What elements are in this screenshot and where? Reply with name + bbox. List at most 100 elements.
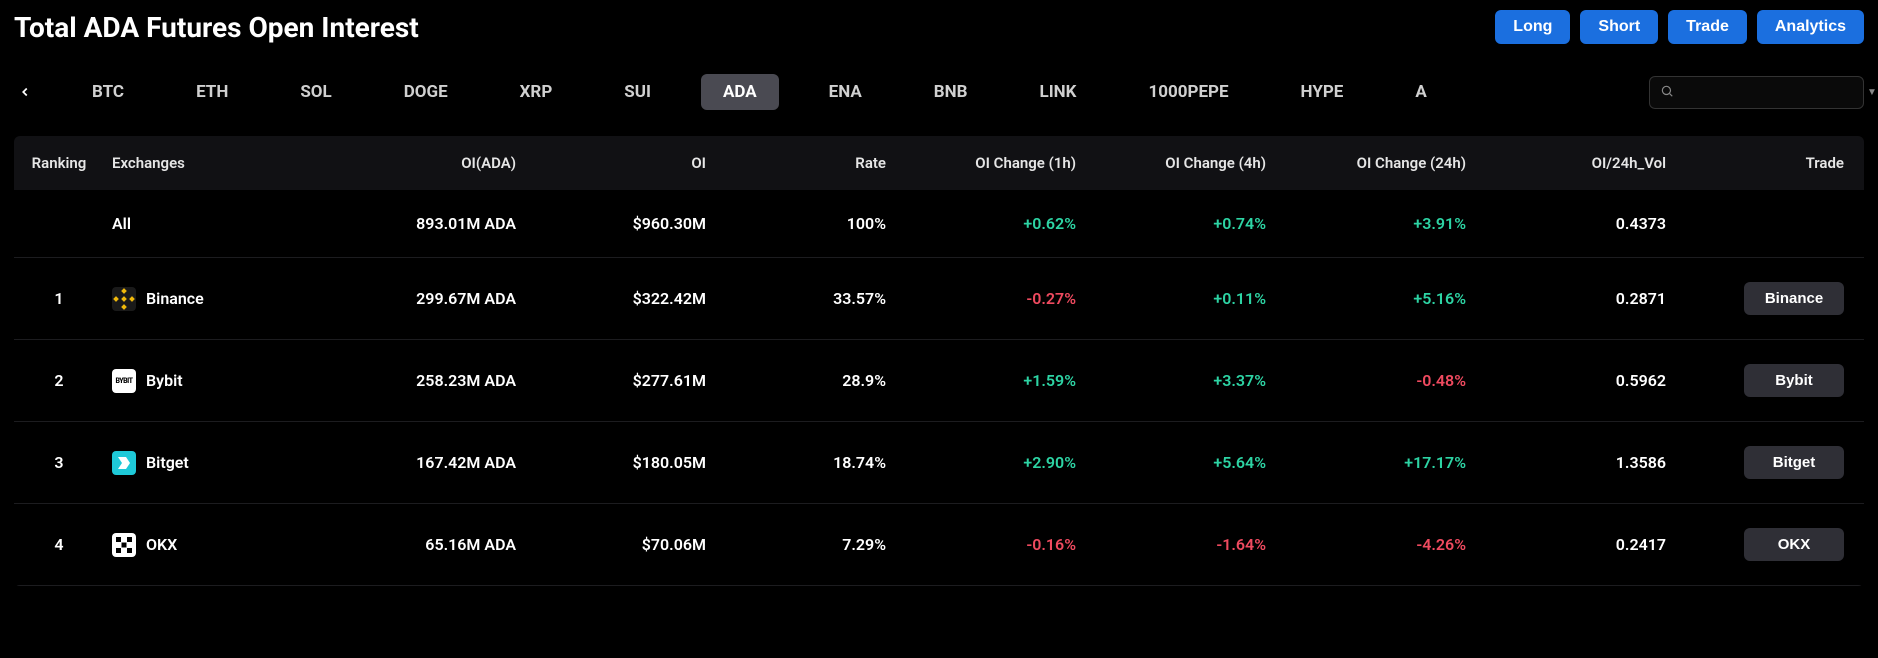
cell-oi-ada: 299.67M ADA	[294, 289, 524, 308]
cell-oi: $277.61M	[524, 371, 714, 390]
table: Ranking Exchanges OI(ADA) OI Rate OI Cha…	[14, 136, 1864, 586]
cell-oi-change-4h: +3.37%	[1084, 371, 1274, 390]
tab-ena[interactable]: ENA	[807, 74, 884, 110]
cell-oi-change-24h: +17.17%	[1274, 453, 1474, 472]
col-header-ranking[interactable]: Ranking	[14, 154, 104, 172]
cell-rank: 4	[14, 535, 104, 554]
tab-sui[interactable]: SUI	[602, 74, 673, 110]
col-header-oi[interactable]: OI	[524, 154, 714, 172]
cell-exchange[interactable]: Bitget	[104, 451, 294, 475]
cell-oi-change-1h: +0.62%	[894, 214, 1084, 233]
cell-oi-change-1h: +1.59%	[894, 371, 1084, 390]
tabs-container: BTC ETH SOL DOGE XRP SUI ADA ENA BNB LINK 1000PEPE…	[56, 74, 1639, 110]
cell-oi-change-1h: +2.90%	[894, 453, 1084, 472]
cell-oi-change-1h: -0.16%	[894, 535, 1084, 554]
tab-a[interactable]: A	[1393, 74, 1448, 110]
tab-hype[interactable]: HYPE	[1279, 74, 1366, 110]
tab-btc[interactable]: BTC	[70, 74, 146, 110]
exchange-icon: BYBIT	[112, 369, 136, 393]
col-header-oi-change-4h[interactable]: OI Change (4h)	[1084, 154, 1274, 172]
cell-oi: $960.30M	[524, 214, 714, 233]
cell-rank: 3	[14, 453, 104, 472]
exchange-name: OKX	[146, 535, 177, 554]
cell-trade: Bitget	[1674, 446, 1864, 479]
cell-trade: Bybit	[1674, 364, 1864, 397]
exchange-name: Binance	[146, 289, 204, 308]
cell-oi-24h-vol: 0.5962	[1474, 371, 1674, 390]
exchange-name: Bitget	[146, 453, 189, 472]
cell-oi-24h-vol: 0.4373	[1474, 214, 1674, 233]
col-header-trade: Trade	[1674, 154, 1864, 172]
page-title: Total ADA Futures Open Interest	[14, 11, 419, 44]
cell-oi-change-24h: +5.16%	[1274, 289, 1474, 308]
cell-rate: 28.9%	[714, 371, 894, 390]
cell-exchange[interactable]: OKX	[104, 533, 294, 557]
search-icon	[1660, 83, 1674, 102]
exchange-icon	[112, 287, 136, 311]
cell-oi-change-24h: -4.26%	[1274, 535, 1474, 554]
col-header-oi-change-1h[interactable]: OI Change (1h)	[894, 154, 1084, 172]
long-button[interactable]: Long	[1495, 10, 1570, 44]
trade-exchange-button[interactable]: Bybit	[1744, 364, 1844, 397]
table-header-row: Ranking Exchanges OI(ADA) OI Rate OI Cha…	[14, 136, 1864, 190]
cell-exchange[interactable]: All	[104, 214, 294, 233]
cell-oi-change-4h: +0.74%	[1084, 214, 1274, 233]
cell-oi-change-24h: +3.91%	[1274, 214, 1474, 233]
cell-exchange[interactable]: BYBIT Bybit	[104, 369, 294, 393]
tab-bnb[interactable]: BNB	[912, 74, 990, 110]
trade-exchange-button[interactable]: Bitget	[1744, 446, 1844, 479]
col-header-rate[interactable]: Rate	[714, 154, 894, 172]
cell-rank: 2	[14, 371, 104, 390]
tab-sol[interactable]: SOL	[278, 74, 353, 110]
chevron-left-icon[interactable]	[14, 81, 36, 103]
cell-oi-24h-vol: 1.3586	[1474, 453, 1674, 472]
table-row: 4OKX65.16M ADA$70.06M7.29%-0.16%-1.64%-4…	[14, 504, 1864, 586]
trade-button[interactable]: Trade	[1668, 10, 1747, 44]
tab-xrp[interactable]: XRP	[498, 74, 575, 110]
trade-exchange-button[interactable]: Binance	[1744, 282, 1844, 315]
col-header-oi-24h-vol[interactable]: OI/24h_Vol	[1474, 154, 1674, 172]
cell-oi-ada: 258.23M ADA	[294, 371, 524, 390]
table-body: All893.01M ADA$960.30M100%+0.62%+0.74%+3…	[14, 190, 1864, 586]
cell-oi-24h-vol: 0.2417	[1474, 535, 1674, 554]
cell-rate: 18.74%	[714, 453, 894, 472]
col-header-oi-ada[interactable]: OI(ADA)	[294, 154, 524, 172]
cell-rank: 1	[14, 289, 104, 308]
exchange-name: Bybit	[146, 371, 183, 390]
cell-oi-ada: 65.16M ADA	[294, 535, 524, 554]
cell-trade: OKX	[1674, 528, 1864, 561]
header-buttons: Long Short Trade Analytics	[1495, 10, 1864, 44]
cell-oi: $180.05M	[524, 453, 714, 472]
table-row: 3 Bitget 167.42M ADA$180.05M18.74%+2.90%+5…	[14, 422, 1864, 504]
search-input[interactable]	[1680, 84, 1861, 100]
col-header-oi-change-24h[interactable]: OI Change (24h)	[1274, 154, 1474, 172]
col-header-exchanges[interactable]: Exchanges	[104, 154, 294, 172]
cell-oi-change-1h: -0.27%	[894, 289, 1084, 308]
cell-oi-ada: 167.42M ADA	[294, 453, 524, 472]
exchange-icon	[112, 533, 136, 557]
trade-exchange-button[interactable]: OKX	[1744, 528, 1844, 561]
cell-trade: Binance	[1674, 282, 1864, 315]
tab-ada[interactable]: ADA	[701, 74, 779, 110]
cell-exchange[interactable]: Binance	[104, 287, 294, 311]
exchange-icon	[112, 451, 136, 475]
cell-oi-ada: 893.01M ADA	[294, 214, 524, 233]
header: Total ADA Futures Open Interest Long Sho…	[14, 10, 1864, 44]
table-row: 2 BYBIT Bybit 258.23M ADA$277.61M28.9%+1.59…	[14, 340, 1864, 422]
cell-rate: 7.29%	[714, 535, 894, 554]
tab-1000pepe[interactable]: 1000PEPE	[1126, 74, 1250, 110]
cell-rate: 33.57%	[714, 289, 894, 308]
tab-doge[interactable]: DOGE	[382, 74, 470, 110]
chevron-down-icon[interactable]: ▼	[1867, 87, 1877, 98]
tab-link[interactable]: LINK	[1018, 74, 1099, 110]
tab-eth[interactable]: ETH	[174, 74, 250, 110]
cell-oi: $322.42M	[524, 289, 714, 308]
cell-oi-change-4h: +0.11%	[1084, 289, 1274, 308]
analytics-button[interactable]: Analytics	[1757, 10, 1864, 44]
cell-oi-change-4h: -1.64%	[1084, 535, 1274, 554]
table-row: 1Binance299.67M ADA$322.42M33.57%-0.27%+…	[14, 258, 1864, 340]
search-wrap[interactable]: ▼	[1649, 76, 1864, 109]
short-button[interactable]: Short	[1580, 10, 1658, 44]
cell-rate: 100%	[714, 214, 894, 233]
cell-oi-change-4h: +5.64%	[1084, 453, 1274, 472]
